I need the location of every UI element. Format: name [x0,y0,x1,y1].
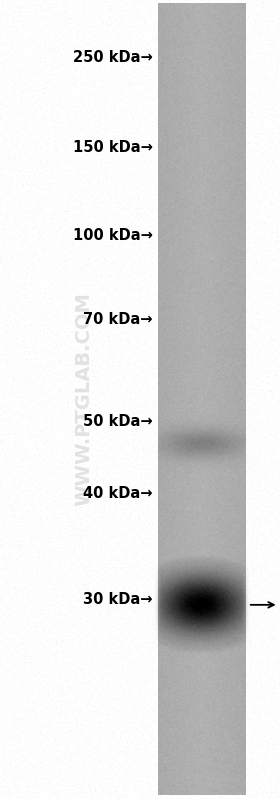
Text: 150 kDa→: 150 kDa→ [73,141,153,155]
Text: 100 kDa→: 100 kDa→ [73,229,153,243]
Text: 70 kDa→: 70 kDa→ [83,312,153,327]
Text: 40 kDa→: 40 kDa→ [83,487,153,501]
Text: WWW.PTGLAB.COM: WWW.PTGLAB.COM [74,292,94,507]
Text: 250 kDa→: 250 kDa→ [73,50,153,65]
Text: 50 kDa→: 50 kDa→ [83,415,153,429]
Text: 30 kDa→: 30 kDa→ [83,592,153,606]
